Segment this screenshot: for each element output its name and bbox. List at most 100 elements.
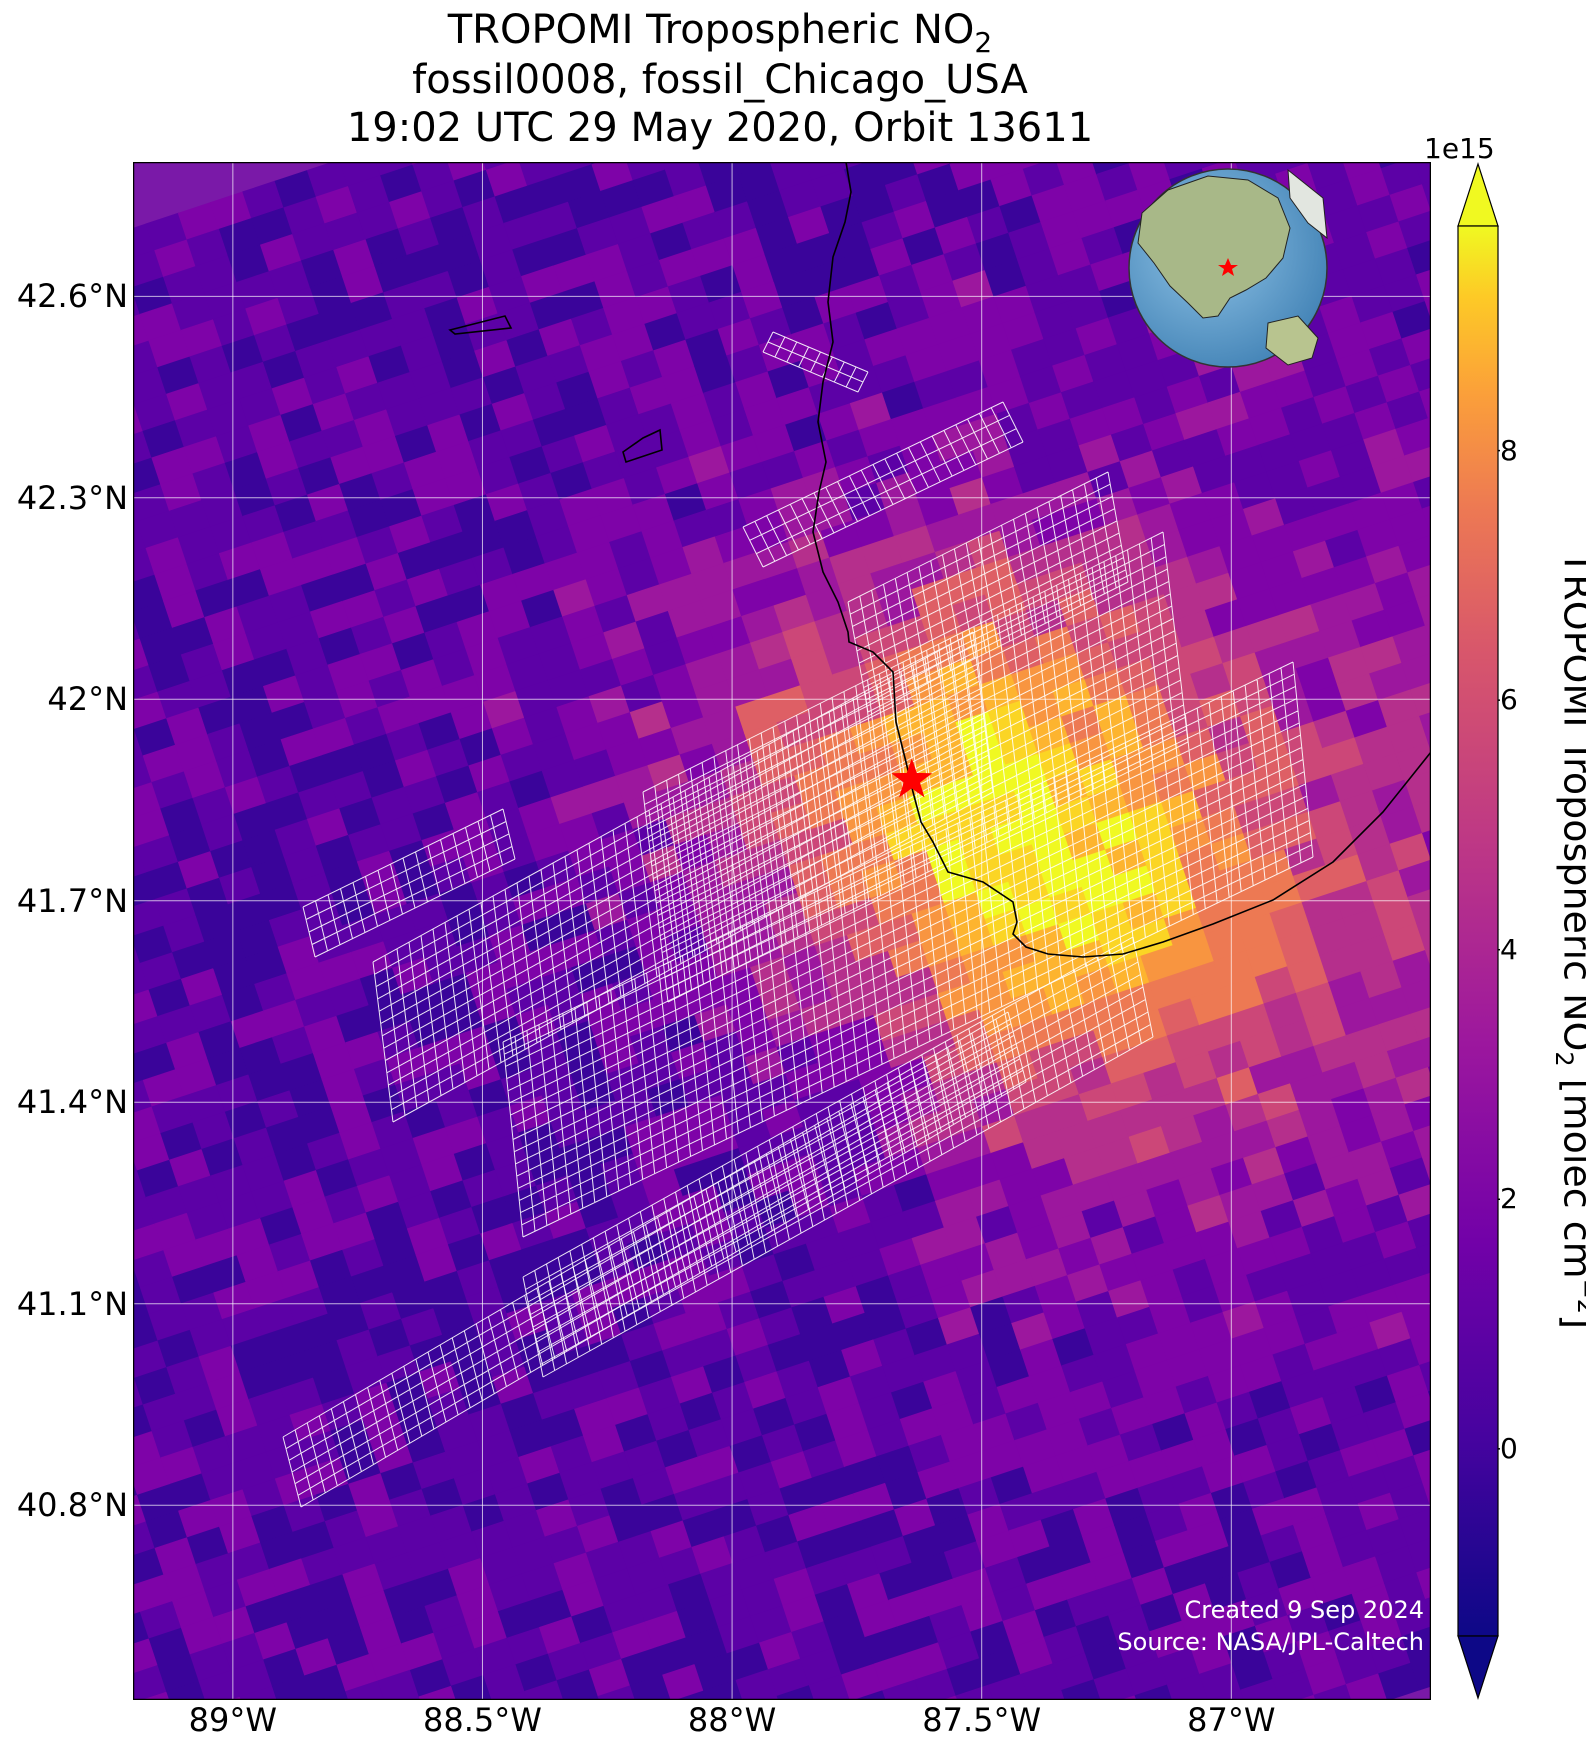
no2-pixel [779,1477,822,1516]
no2-pixel [1325,1178,1368,1218]
no2-pixel [1278,604,1321,643]
no2-pixel [186,228,229,268]
no2-pixel [609,1504,652,1543]
no2-pixel [670,1365,714,1405]
no2-pixel [268,260,312,299]
no2-pixel [981,1115,1025,1154]
no2-pixel [292,547,335,586]
no2-pixel [139,1600,183,1640]
no2-pixel [254,1297,297,1336]
no2-pixel [1037,1391,1081,1431]
no2-pixel [1272,370,1315,409]
no2-pixel [171,616,215,656]
no2-pixel [154,239,197,278]
no2-pixel [1284,513,1327,553]
no2-pixel [538,1616,582,1655]
no2-pixel [708,291,752,330]
no2-pixel [280,1052,324,1092]
no2-pixel [1284,1487,1327,1526]
no2-pixel [1351,933,1394,973]
no2-pixel [934,865,978,904]
no2-pixel [1058,1237,1101,1277]
no2-pixel [183,1409,227,1448]
no2-pixel [1072,1498,1116,1537]
no2-pixel [230,1659,274,1698]
no2-pixel [406,244,450,283]
no2-pixel [1257,434,1300,473]
no2-pixel [195,1552,239,1592]
no2-pixel [603,621,646,660]
no2-pixel [1146,1178,1189,1218]
no2-pixel [597,1685,641,1700]
no2-pixel [365,1526,409,1565]
no2-pixel [553,254,596,293]
no2-pixel [1122,1216,1166,1255]
no2-pixel [796,232,840,272]
no2-pixel [600,504,643,543]
no2-pixel [392,1605,435,1645]
no2-pixel [1363,752,1406,792]
no2-pixel [415,1568,459,1607]
no2-pixel [166,382,209,422]
no2-pixel [371,162,414,177]
no2-pixel [1046,1418,1089,1457]
no2-pixel [1374,572,1418,611]
no2-pixel [368,994,412,1033]
no2-pixel [210,515,253,555]
no2-pixel [761,1424,805,1463]
no2-pixel [1357,194,1400,234]
no2-pixel [752,424,796,463]
no2-pixel [1337,1646,1380,1686]
no2-pixel [266,1441,309,1480]
no2-pixel [967,1179,1010,1218]
no2-pixel [1239,380,1283,420]
no2-pixel [1067,1588,1110,1628]
no2-pixel [621,1647,664,1687]
no2-pixel [380,1137,423,1177]
no2-pixel [588,360,631,400]
no2-pixel [447,1557,491,1597]
no2-pixel [735,695,778,735]
globe-target-star-icon [1218,258,1238,276]
no2-pixel [814,1259,858,1298]
no2-pixel [890,408,934,447]
no2-pixel [195,1228,238,1267]
no2-pixel [738,163,781,203]
no2-pixel [826,753,869,793]
no2-pixel [984,1232,1028,1271]
no2-pixel [348,1472,391,1512]
no2-pixel [1278,1577,1321,1617]
no2-pixel [133,1611,151,1651]
no2-pixel [403,775,447,815]
no2-pixel [1389,508,1431,547]
no2-pixel [1134,1684,1177,1700]
no2-pixel [588,1658,632,1698]
no2-pixel [946,360,989,399]
no2-pixel [1307,162,1350,191]
no2-pixel [1389,183,1431,223]
no2-pixel [1243,1471,1286,1510]
no2-pixel [1049,1210,1092,1250]
no2-pixel [133,755,153,794]
no2-pixel [764,1541,808,1580]
no2-pixel [133,1313,159,1353]
no2-pixel [1392,949,1431,989]
no2-pixel [538,642,582,682]
no2-pixel [374,903,417,943]
no2-pixel [1269,577,1312,617]
no2-pixel [917,1461,960,1500]
no2-pixel [679,1392,723,1431]
no2-pixel [653,663,696,703]
no2-pixel [658,248,702,288]
no2-pixel [1087,1109,1130,1149]
no2-pixel [189,345,232,385]
swath-grid [847,471,1129,713]
no2-pixel [1108,955,1151,995]
no2-pixel [1122,1540,1166,1580]
no2-pixel [380,164,423,203]
no2-pixel [1181,960,1224,1000]
colorbar-exponent: 1e15 [1424,132,1495,165]
no2-pixel [1090,1226,1133,1266]
no2-pixel [679,419,722,458]
no2-pixel [169,824,212,863]
